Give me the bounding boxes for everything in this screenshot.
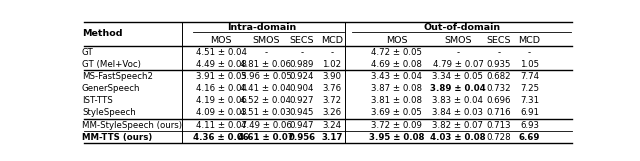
Text: 0.956: 0.956 xyxy=(288,133,316,142)
Text: MCD: MCD xyxy=(518,36,540,45)
Text: 4.11 ± 0.07: 4.11 ± 0.07 xyxy=(196,121,247,130)
Text: GT: GT xyxy=(82,48,93,57)
Text: -: - xyxy=(456,48,460,57)
Text: -: - xyxy=(330,48,333,57)
Text: GenerSpeech: GenerSpeech xyxy=(82,84,141,93)
Text: 3.87 ± 0.08: 3.87 ± 0.08 xyxy=(371,84,422,93)
Text: 4.03 ± 0.08: 4.03 ± 0.08 xyxy=(430,133,486,142)
Text: IST-TTS: IST-TTS xyxy=(82,96,113,105)
Text: 3.91 ± 0.05: 3.91 ± 0.05 xyxy=(196,72,247,81)
Text: Method: Method xyxy=(82,29,122,38)
Text: MCD: MCD xyxy=(321,36,343,45)
Text: 3.95 ± 0.08: 3.95 ± 0.08 xyxy=(369,133,424,142)
Text: 0.947: 0.947 xyxy=(289,121,314,130)
Text: 3.34 ± 0.05: 3.34 ± 0.05 xyxy=(433,72,483,81)
Text: 4.19 ± 0.06: 4.19 ± 0.06 xyxy=(196,96,247,105)
Text: 3.76: 3.76 xyxy=(323,84,342,93)
Text: 7.74: 7.74 xyxy=(520,72,539,81)
Text: 3.72 ± 0.09: 3.72 ± 0.09 xyxy=(371,121,422,130)
Text: StyleSpeech: StyleSpeech xyxy=(82,108,136,117)
Text: Out-of-domain: Out-of-domain xyxy=(423,23,500,32)
Text: 0.927: 0.927 xyxy=(289,96,314,105)
Text: 0.945: 0.945 xyxy=(289,108,314,117)
Text: 4.69 ± 0.08: 4.69 ± 0.08 xyxy=(371,60,422,69)
Text: 0.728: 0.728 xyxy=(487,133,511,142)
Text: 4.36 ± 0.06: 4.36 ± 0.06 xyxy=(193,133,249,142)
Text: GT (Mel+Voc): GT (Mel+Voc) xyxy=(82,60,141,69)
Text: 0.716: 0.716 xyxy=(487,108,511,117)
Text: 0.924: 0.924 xyxy=(289,72,314,81)
Text: 3.90: 3.90 xyxy=(323,72,342,81)
Text: 6.93: 6.93 xyxy=(520,121,539,130)
Text: 4.61 ± 0.07: 4.61 ± 0.07 xyxy=(238,133,294,142)
Text: SECS: SECS xyxy=(289,36,314,45)
Text: MS-FastSpeech2: MS-FastSpeech2 xyxy=(82,72,153,81)
Text: 3.72: 3.72 xyxy=(323,96,342,105)
Text: -: - xyxy=(264,48,268,57)
Text: 0.989: 0.989 xyxy=(289,60,314,69)
Text: 3.84 ± 0.03: 3.84 ± 0.03 xyxy=(433,108,483,117)
Text: 4.79 ± 0.07: 4.79 ± 0.07 xyxy=(433,60,483,69)
Text: MOS: MOS xyxy=(211,36,232,45)
Text: 6.69: 6.69 xyxy=(518,133,540,142)
Text: 4.49 ± 0.06: 4.49 ± 0.06 xyxy=(241,121,291,130)
Text: 4.49 ± 0.08: 4.49 ± 0.08 xyxy=(196,60,247,69)
Text: -: - xyxy=(528,48,531,57)
Text: 3.82 ± 0.07: 3.82 ± 0.07 xyxy=(433,121,483,130)
Text: 7.31: 7.31 xyxy=(520,96,539,105)
Text: 0.696: 0.696 xyxy=(487,96,511,105)
Text: 3.26: 3.26 xyxy=(323,108,342,117)
Text: MM-TTS (ours): MM-TTS (ours) xyxy=(82,133,152,142)
Text: 4.41 ± 0.04: 4.41 ± 0.04 xyxy=(241,84,291,93)
Text: SECS: SECS xyxy=(487,36,511,45)
Text: 3.96 ± 0.05: 3.96 ± 0.05 xyxy=(241,72,291,81)
Text: 0.682: 0.682 xyxy=(487,72,511,81)
Text: 4.81 ± 0.06: 4.81 ± 0.06 xyxy=(241,60,291,69)
Text: 3.24: 3.24 xyxy=(323,121,342,130)
Text: -: - xyxy=(497,48,500,57)
Text: Intra-domain: Intra-domain xyxy=(227,23,297,32)
Text: 4.16 ± 0.04: 4.16 ± 0.04 xyxy=(196,84,247,93)
Text: 4.72 ± 0.05: 4.72 ± 0.05 xyxy=(371,48,422,57)
Text: 3.89 ± 0.04: 3.89 ± 0.04 xyxy=(430,84,486,93)
Text: 3.81 ± 0.08: 3.81 ± 0.08 xyxy=(371,96,422,105)
Text: 3.43 ± 0.04: 3.43 ± 0.04 xyxy=(371,72,422,81)
Text: 6.91: 6.91 xyxy=(520,108,539,117)
Text: -: - xyxy=(300,48,303,57)
Text: 0.904: 0.904 xyxy=(289,84,314,93)
Text: 3.69 ± 0.05: 3.69 ± 0.05 xyxy=(371,108,422,117)
Text: 4.51 ± 0.03: 4.51 ± 0.03 xyxy=(241,108,291,117)
Text: 0.935: 0.935 xyxy=(487,60,511,69)
Text: SMOS: SMOS xyxy=(252,36,280,45)
Text: 0.732: 0.732 xyxy=(487,84,511,93)
Text: 3.83 ± 0.04: 3.83 ± 0.04 xyxy=(433,96,483,105)
Text: 4.51 ± 0.04: 4.51 ± 0.04 xyxy=(196,48,247,57)
Text: 0.713: 0.713 xyxy=(487,121,511,130)
Text: MM-StyleSpeech (ours): MM-StyleSpeech (ours) xyxy=(82,121,182,130)
Text: 4.09 ± 0.03: 4.09 ± 0.03 xyxy=(196,108,247,117)
Text: 4.52 ± 0.04: 4.52 ± 0.04 xyxy=(241,96,291,105)
Text: 3.17: 3.17 xyxy=(321,133,342,142)
Text: 1.05: 1.05 xyxy=(520,60,539,69)
Text: MOS: MOS xyxy=(386,36,407,45)
Text: SMOS: SMOS xyxy=(444,36,472,45)
Text: 7.25: 7.25 xyxy=(520,84,539,93)
Text: 1.02: 1.02 xyxy=(323,60,342,69)
